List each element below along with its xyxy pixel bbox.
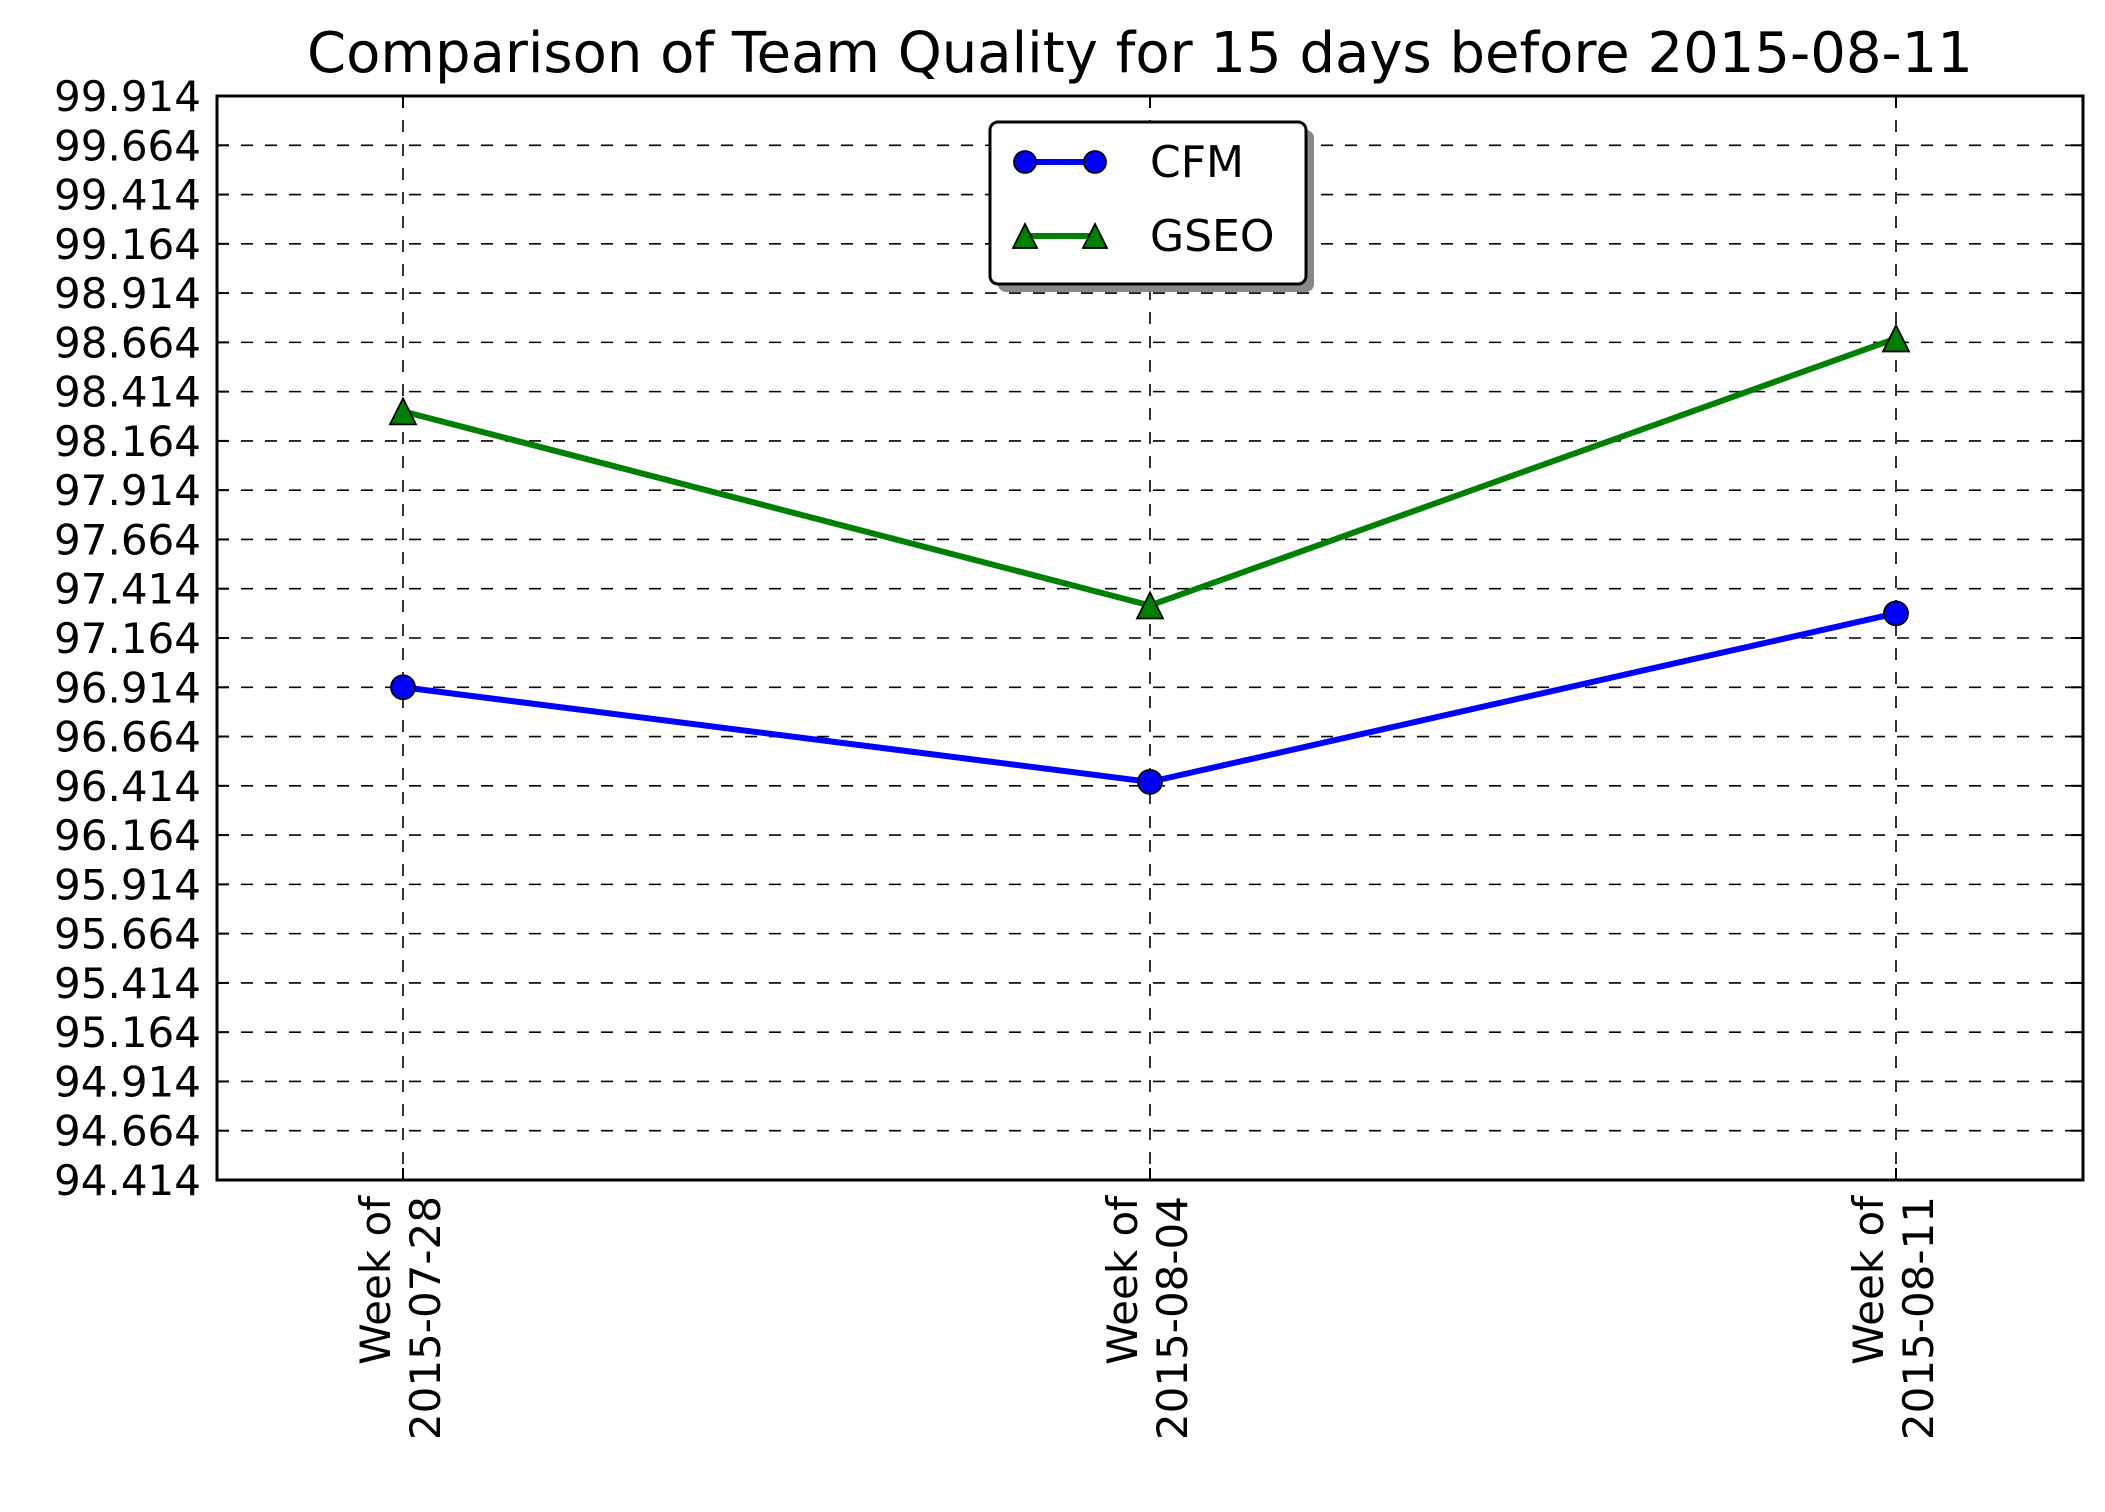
x-axis: Week of2015-07-28 Week of2015-08-04 Week o… [351,96,1943,1440]
y-tick-label: 95.414 [54,959,201,1008]
legend: CFM GSEO [988,120,1314,292]
y-tick-label: 97.914 [54,466,201,515]
y-tick-label: 99.164 [54,220,201,269]
y-tick-label: 94.914 [54,1057,201,1106]
y-tick-label: 97.164 [54,614,201,663]
y-tick-label: 94.664 [54,1107,201,1156]
y-tick-label: 95.164 [54,1008,201,1057]
y-tick-label: 98.414 [54,368,201,417]
x-tick-label: Week of2015-08-04 [1098,1195,1197,1440]
y-tick-label: 94.414 [54,1156,201,1205]
x-tick-label-line: 2015-08-11 [1894,1196,1943,1440]
series-cfm [390,600,1909,795]
data-point-cfm [390,674,416,701]
x-tick-label: Week of2015-07-28 [351,1195,450,1440]
data-point-cfm [1883,600,1909,627]
y-tick-label: 95.664 [54,910,201,959]
legend-marker-gseo [1081,221,1109,249]
data-point-gseo [388,396,418,426]
y-tick-label: 97.664 [54,515,201,564]
x-tick-label: Week of2015-08-11 [1844,1195,1943,1440]
data-point-gseo [1135,590,1165,620]
x-tick-label-line: 2015-08-04 [1148,1196,1197,1440]
legend-label-gseo: GSEO [1150,211,1274,262]
data-point-cfm [1137,768,1163,795]
x-tick-label-line: 2015-07-28 [401,1196,450,1440]
chart-title: Comparison of Team Quality for 15 days b… [307,21,1973,86]
series-line-gseo [402,335,1898,609]
y-tick-label: 96.414 [54,762,201,811]
y-tick-label: 98.664 [54,318,201,367]
y-tick-label: 96.164 [54,811,201,860]
x-tick-label-line: Week of [351,1195,400,1365]
y-tick-label: 98.164 [54,417,201,466]
series-gseo [388,323,1911,620]
y-tick-label: 98.914 [54,269,201,318]
legend-label-cfm: CFM [1150,137,1244,188]
y-tick-label: 99.664 [54,121,201,170]
y-tick-label: 95.914 [54,860,201,909]
y-tick-label: 96.914 [54,663,201,712]
legend-marker-gseo [1011,221,1039,249]
y-tick-label: 99.914 [54,72,201,121]
y-axis: 94.41494.66494.91495.16495.41495.66495.9… [54,72,2083,1205]
y-tick-label: 96.664 [54,713,201,762]
y-tick-label: 99.414 [54,171,201,220]
y-tick-label: 97.414 [54,565,201,614]
legend-marker-cfm [1083,150,1107,174]
x-tick-label-line: Week of [1844,1195,1893,1365]
data-point-gseo [1881,323,1911,353]
x-tick-label-line: Week of [1098,1195,1147,1365]
legend-marker-cfm [1013,150,1037,174]
